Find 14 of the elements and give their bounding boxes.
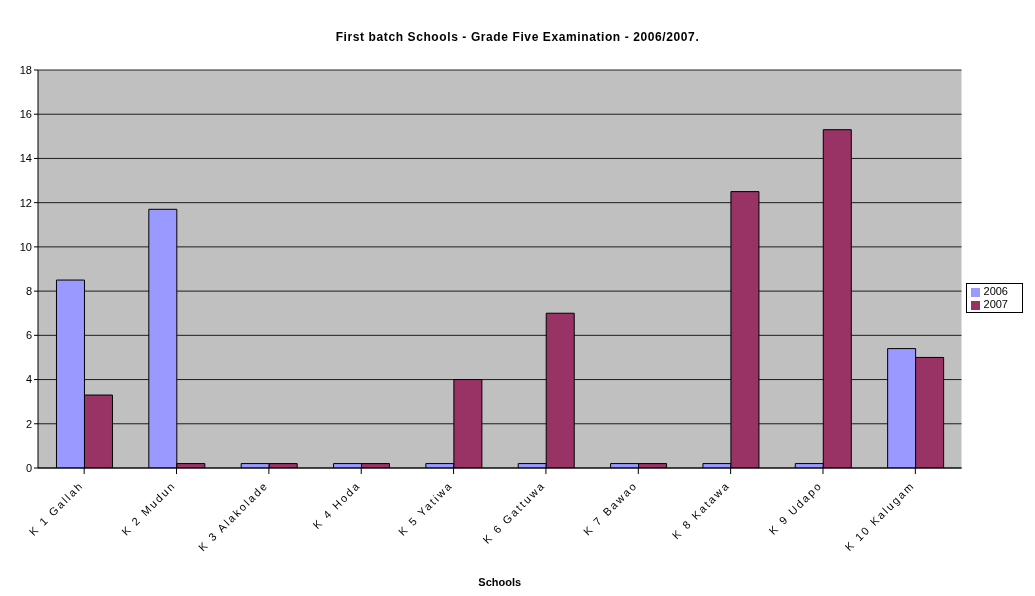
y-tick-label: 12 [19, 196, 32, 209]
y-tick-label: 4 [25, 373, 32, 386]
y-tick-label: 16 [19, 108, 32, 121]
legend-label: 2007 [983, 298, 1008, 310]
chart-title: First batch Schools - Grade Five Examination - 2006/2007. [334, 30, 701, 44]
legend-label: 2006 [983, 285, 1008, 297]
y-tick-label: 0 [25, 461, 32, 474]
y-tick-label: 14 [19, 152, 32, 165]
y-tick-label: 6 [25, 329, 32, 342]
x-axis-title: Schools [478, 576, 522, 588]
y-tick-label: 18 [19, 63, 32, 76]
y-tick-label: 10 [19, 240, 32, 253]
y-tick-label: 8 [25, 285, 32, 298]
y-tick-label: 2 [25, 417, 32, 430]
